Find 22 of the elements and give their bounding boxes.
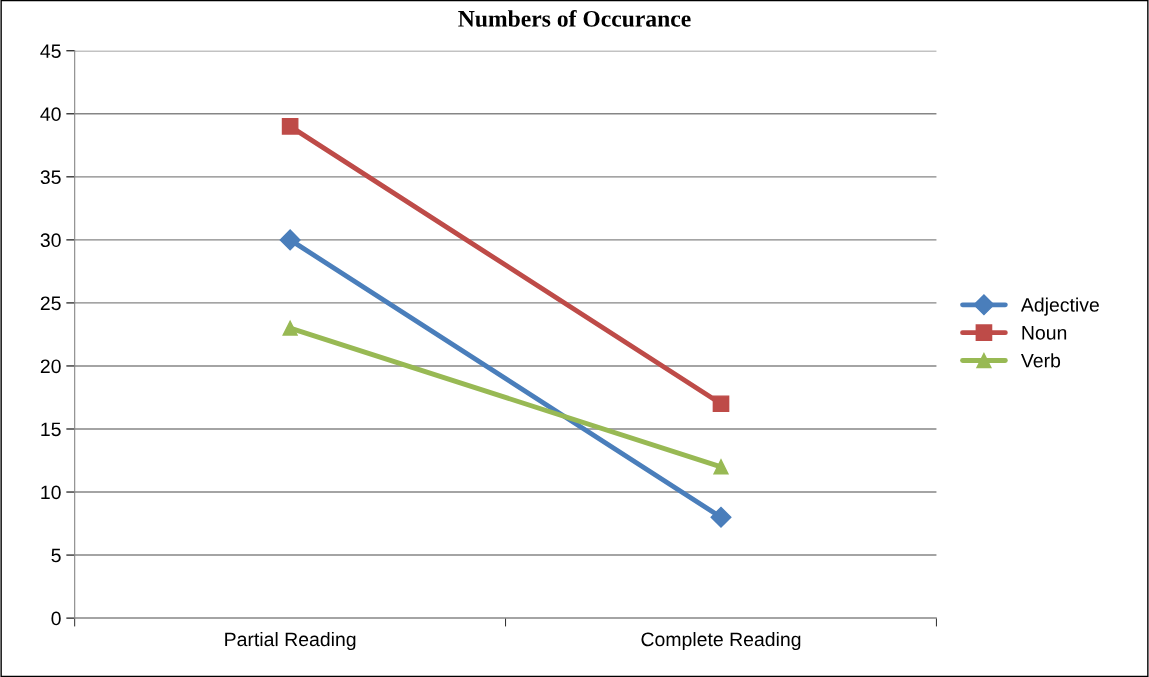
point xyxy=(710,506,732,528)
legend-label: Adjective xyxy=(1020,297,1099,316)
y-tick-label: 40 xyxy=(40,107,61,122)
point xyxy=(279,229,301,251)
y-tick-label: 25 xyxy=(40,296,61,311)
point xyxy=(713,459,729,475)
y-tick-label: 10 xyxy=(41,485,61,500)
legend-label: Noun xyxy=(1022,326,1067,340)
point xyxy=(712,395,730,413)
chart-title: Numbers of Occurance xyxy=(458,9,691,27)
point xyxy=(282,320,298,336)
y-tick-label: 5 xyxy=(51,548,61,563)
x-tick-label: Complete Reading xyxy=(641,631,801,651)
y-tick-label: 35 xyxy=(40,170,61,185)
y-tick-label: 15 xyxy=(41,422,61,437)
y-tick-label: 45 xyxy=(40,44,61,59)
y-tick-label: 0 xyxy=(51,611,61,626)
y-tick-label: 20 xyxy=(40,359,61,374)
x-tick-label: Partial Reading xyxy=(225,631,356,651)
y-tick-label: 30 xyxy=(40,233,61,248)
legend-label: Verb xyxy=(1020,353,1061,368)
point xyxy=(281,118,299,135)
